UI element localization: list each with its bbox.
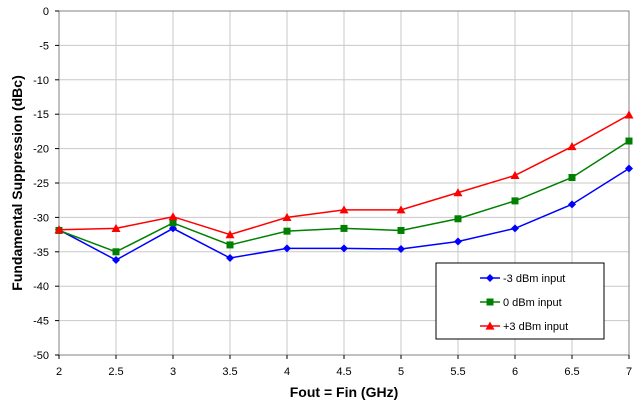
y-tick-label: -25 (33, 178, 49, 190)
data-point (168, 212, 178, 221)
data-point (568, 200, 576, 209)
data-point (226, 253, 234, 262)
data-point (169, 219, 177, 227)
x-axis-title: Fout = Fin (GHz) (290, 384, 398, 400)
legend-marker (486, 274, 494, 282)
y-axis-tick-labels: 0 -5 -10 -15 -20 -25 -30 -35 -40 -45 -50 (33, 6, 59, 362)
x-tick-label: 5 (398, 366, 404, 378)
data-point (112, 248, 120, 256)
data-point (453, 188, 463, 197)
data-point (169, 224, 177, 233)
y-axis-title: Fundamental Suppression (dBc) (9, 75, 25, 290)
data-point (511, 197, 519, 205)
x-tick-label: 4.5 (336, 366, 351, 378)
data-point (511, 224, 519, 233)
x-axis-tick-labels: 2 2.5 3 3.5 4 4.5 5 5.5 6 6.5 7 (56, 355, 632, 378)
data-point (397, 245, 405, 254)
legend-label: +3 dBm input (503, 321, 568, 333)
legend-item: -3 dBm input (480, 273, 565, 285)
legend-marker (485, 321, 495, 330)
data-point (454, 237, 462, 246)
y-tick-label: -45 (33, 316, 49, 328)
data-point (568, 173, 576, 181)
x-tick-label: 2 (56, 366, 62, 378)
data-point (624, 110, 634, 119)
y-tick-label: -40 (33, 281, 49, 293)
y-tick-label: -50 (33, 350, 49, 362)
data-point (282, 212, 292, 221)
data-point (510, 170, 520, 180)
legend-label: 0 dBm input (503, 297, 562, 309)
x-tick-label: 6 (512, 366, 518, 378)
data-point (340, 244, 348, 253)
y-tick-label: -30 (33, 212, 49, 224)
data-point (454, 215, 462, 223)
x-tick-label: 5.5 (450, 366, 465, 378)
data-point (112, 256, 120, 265)
x-tick-label: 4 (284, 366, 290, 378)
data-point (340, 224, 348, 232)
data-point (396, 205, 406, 214)
series-layer (54, 110, 634, 265)
data-point (397, 226, 405, 234)
data-point (283, 244, 291, 253)
y-tick-label: -20 (33, 144, 49, 156)
legend: -3 dBm input 0 dBm input +3 dBm input (435, 262, 605, 340)
x-tick-label: 3.5 (222, 366, 237, 378)
y-tick-label: -35 (33, 247, 49, 259)
x-tick-label: 6.5 (564, 366, 579, 378)
data-point (339, 205, 349, 214)
data-point (54, 225, 64, 234)
data-point (625, 137, 633, 145)
data-point (625, 164, 633, 173)
y-tick-label: -5 (39, 40, 49, 52)
data-point (283, 227, 291, 235)
series-3 (54, 110, 634, 239)
legend-item: +3 dBm input (480, 321, 568, 333)
data-point (226, 241, 234, 249)
y-tick-label: 0 (43, 6, 49, 18)
y-tick-label: -15 (33, 109, 49, 121)
x-tick-label: 7 (626, 366, 632, 378)
data-point (567, 142, 577, 151)
legend-item: 0 dBm input (480, 297, 562, 309)
legend-label: -3 dBm input (503, 273, 565, 285)
x-tick-label: 2.5 (108, 366, 123, 378)
data-point (225, 230, 235, 239)
y-tick-label: -10 (33, 75, 49, 87)
x-tick-label: 3 (170, 366, 176, 378)
legend-marker (486, 298, 494, 306)
data-point (111, 223, 121, 233)
legend-box (435, 262, 605, 340)
